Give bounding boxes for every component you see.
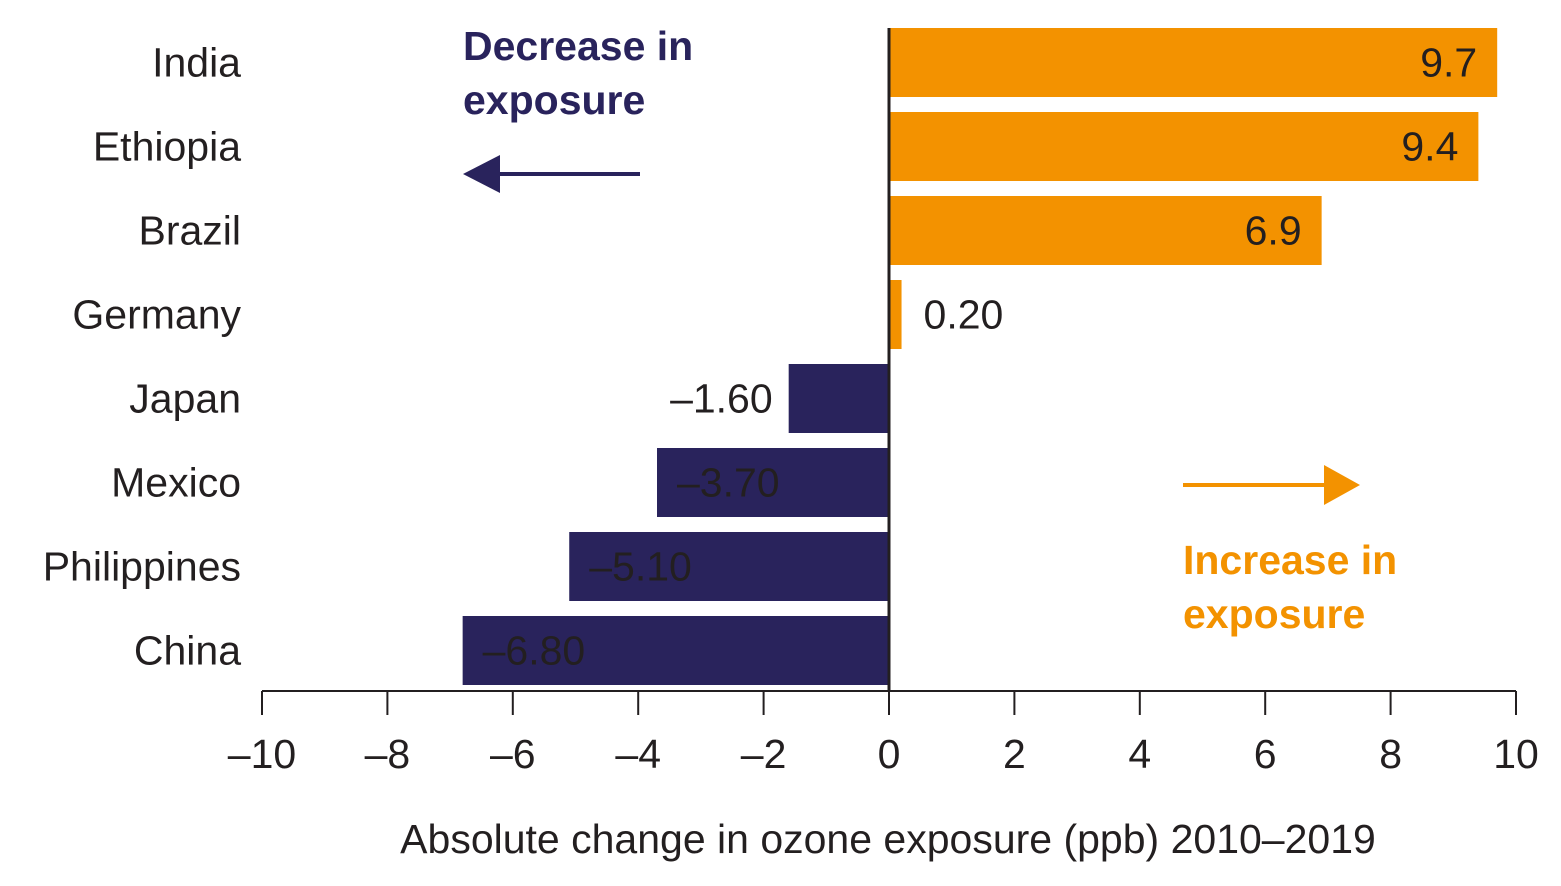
x-axis-title: Absolute change in ozone exposure (ppb) … [400,816,1376,862]
bar-brazil [889,196,1322,265]
value-label-ethiopia: 9.4 [1401,124,1458,170]
x-axis: –10 –8 –6 –4 –2 0 2 4 6 8 10 [228,28,1539,777]
bar-mexico [657,448,889,517]
bar-china [462,616,889,685]
decrease-label-line1: Decrease in [463,23,693,69]
bar-india [889,28,1498,97]
category-label-japan: Japan [129,376,241,422]
category-label-mexico: Mexico [111,460,241,506]
category-label-ethiopia: Ethiopia [93,124,241,170]
bar-japan [788,364,889,433]
bars-group: 9.7 9.4 6.9 0.20 –1.60 –3.70 –5.10–6.80 [462,28,1498,685]
decrease-annotation: Decrease in exposure [463,23,693,193]
category-label-india: India [152,40,241,86]
bar-ethiopia [889,112,1479,181]
x-tick-label: –6 [490,731,536,777]
category-label-germany: Germany [72,292,241,338]
category-labels: India Ethiopia Brazil Germany Japan Mexico Phi… [43,40,242,674]
value-label-china: –6.80 [483,628,586,674]
x-tick-label: –4 [615,731,661,777]
value-label-india: 9.7 [1420,40,1477,86]
bar-germany [889,280,902,349]
x-tick-label: –10 [228,731,296,777]
value-label-brazil: 6.9 [1245,208,1302,254]
value-label-japan: –1.60 [670,376,773,422]
x-tick-label: 2 [1003,731,1026,777]
x-tick-label: 4 [1128,731,1151,777]
x-tick-label: –2 [741,731,787,777]
increase-label-line2: exposure [1183,591,1365,637]
value-label-germany: 0.20 [924,292,1004,338]
bar-philippines [569,532,889,601]
x-tick-label: 0 [878,731,901,777]
category-label-philippines: Philippines [43,544,241,590]
value-label-philippines: –5.10 [589,544,692,590]
value-label-mexico: –3.70 [677,460,780,506]
decrease-label-line2: exposure [463,77,645,123]
x-tick-label: –8 [365,731,411,777]
left-arrow-icon [463,155,500,193]
category-label-brazil: Brazil [138,208,241,254]
x-tick-label: 8 [1379,731,1402,777]
x-tick-label: 10 [1493,731,1539,777]
increase-annotation: Increase in exposure [1183,465,1397,637]
category-label-china: China [134,628,241,674]
right-arrow-icon [1324,465,1360,505]
increase-label-line1: Increase in [1183,537,1397,583]
x-tick-label: 6 [1254,731,1277,777]
